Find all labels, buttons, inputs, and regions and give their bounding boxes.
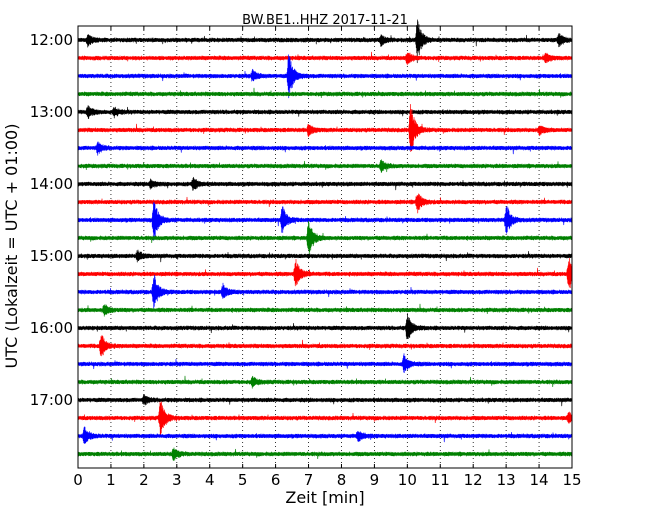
x-tick-label: 10	[398, 471, 417, 489]
x-tick-label: 9	[370, 471, 380, 489]
y-tick-label: 15:00	[30, 247, 73, 265]
x-tick-label: 8	[337, 471, 347, 489]
y-tick-label: 16:00	[30, 319, 73, 337]
y-tick-label: 12:00	[30, 31, 73, 49]
x-tick-label: 4	[205, 471, 215, 489]
x-tick-label: 12	[464, 471, 483, 489]
x-tick-label: 3	[172, 471, 182, 489]
x-tick-label: 6	[271, 471, 281, 489]
y-axis-label: UTC (Lokalzeit = UTC + 01:00)	[2, 124, 21, 369]
y-tick-label: 14:00	[30, 175, 73, 193]
x-tick-label: 11	[431, 471, 450, 489]
grid-layer	[110, 26, 540, 468]
y-tick-label: 13:00	[30, 103, 73, 121]
plot-frame	[77, 25, 573, 469]
chart-title: BW.BE1..HHZ 2017-11-21	[242, 13, 408, 28]
x-tick-label: 13	[497, 471, 516, 489]
x-axis-label: Zeit [min]	[285, 488, 364, 507]
trace-layer	[77, 19, 573, 461]
x-tick-label: 7	[304, 471, 314, 489]
x-tick-label: 5	[238, 471, 248, 489]
x-tick-label: 2	[139, 471, 149, 489]
x-tick-label: 15	[562, 471, 581, 489]
y-tick-label: 17:00	[30, 391, 73, 409]
x-tick-label: 0	[73, 471, 83, 489]
x-tick-label: 1	[106, 471, 116, 489]
tick-layer: 0 1 2 3 4 5 6 7 8 9 10 11 12 13 14 1512:0013:0014:0015:…	[30, 26, 582, 489]
x-tick-label: 14	[530, 471, 549, 489]
